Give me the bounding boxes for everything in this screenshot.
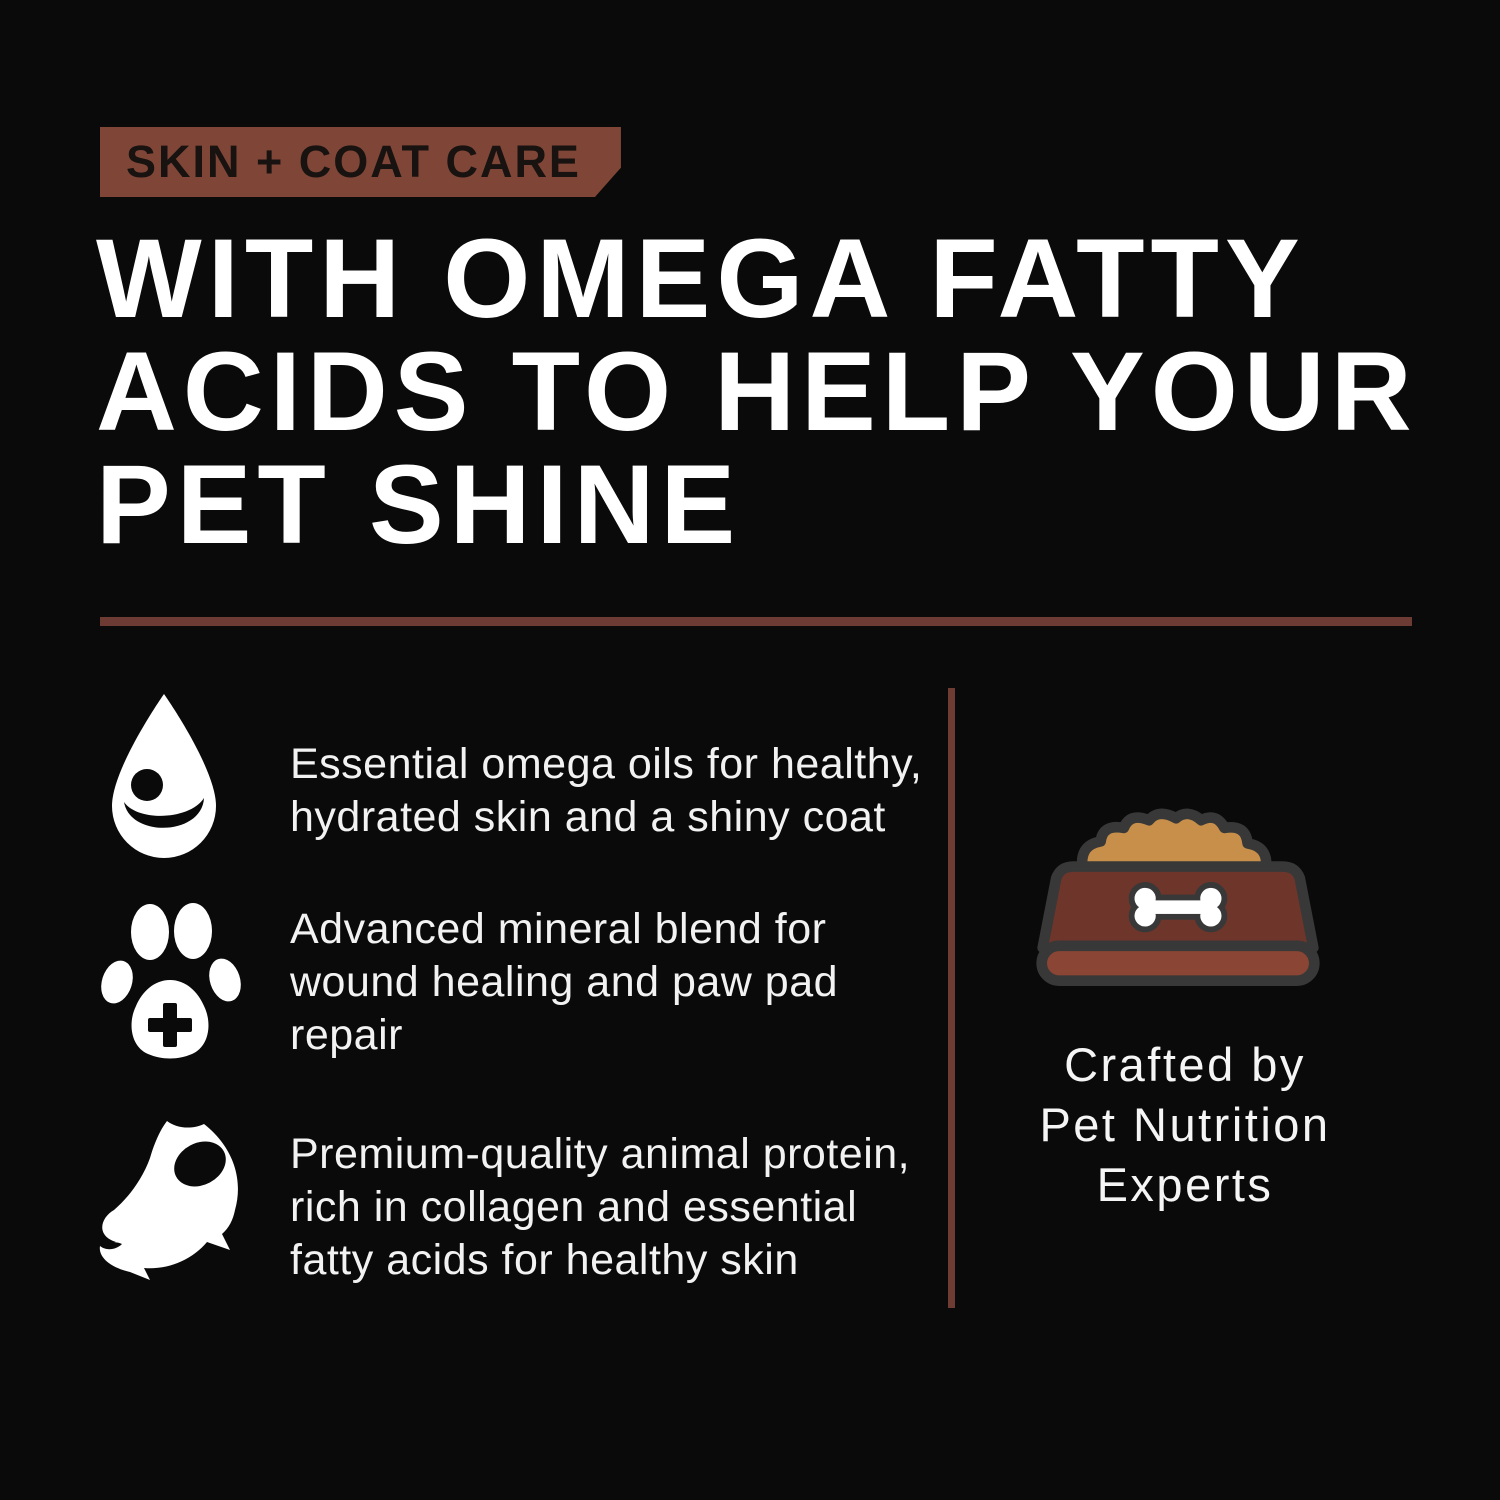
feature-protein-text: Premium-quality animal protein, rich in … — [290, 1130, 911, 1284]
feature-minerals-text: Advanced mineral blend for wound healing… — [290, 905, 839, 1059]
feature-omega-text: Essential omega oils for healthy, hydrat… — [290, 740, 923, 841]
headline: WITH OMEGA FATTY ACIDS TO HELP YOUR PET … — [96, 216, 1418, 567]
crafted-by-caption: Crafted by Pet Nutrition Experts — [1039, 1038, 1331, 1211]
paw-medical-icon — [101, 903, 241, 1059]
water-drop-icon — [112, 694, 216, 858]
horizontal-divider — [100, 617, 1412, 626]
dog-food-bowl-icon — [1036, 808, 1320, 986]
category-badge: SKIN + COAT CARE — [100, 127, 621, 197]
fish-icon — [99, 1121, 238, 1280]
vertical-divider — [948, 688, 955, 1308]
